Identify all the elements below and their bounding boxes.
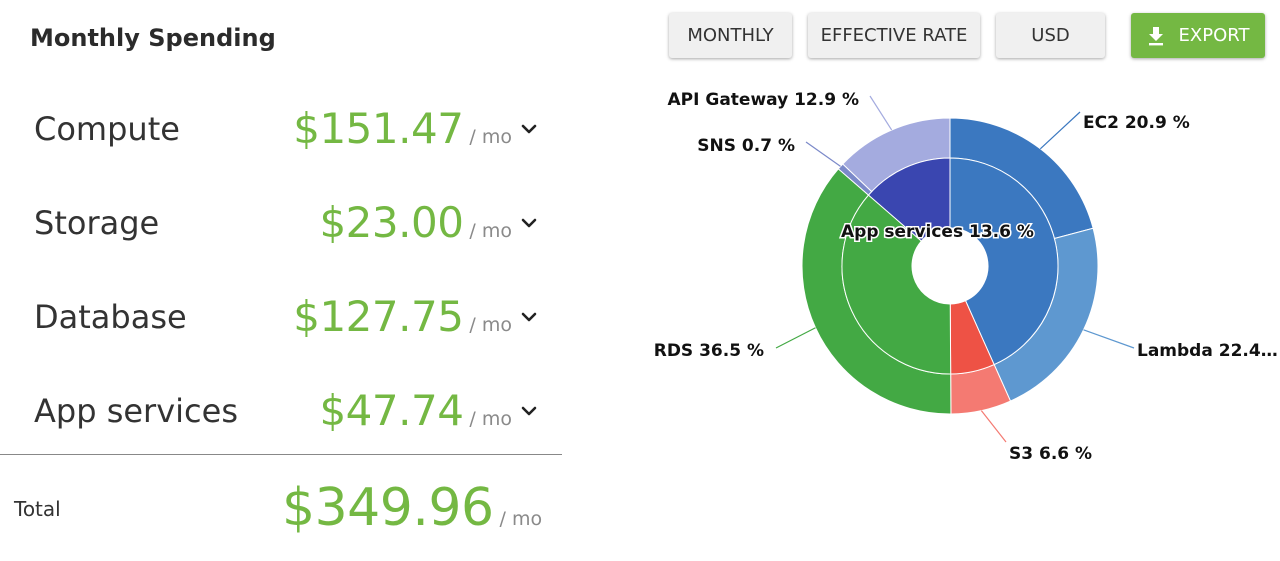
leader-line-sns [805, 141, 841, 167]
slice-compute[interactable] [949, 157, 1059, 366]
spending-row-compute[interactable]: Compute $151.47 / mo [0, 100, 562, 160]
inner-ring [841, 157, 1059, 375]
per-month-unit: / mo [499, 508, 543, 530]
spending-donut-chart: EC2 20.9 % Lambda 22.4… S3 6.6 % RDS 36.5 %… [654, 90, 1278, 464]
slice-labels: EC2 20.9 % Lambda 22.4… S3 6.6 % RDS 36.5 %… [654, 90, 1278, 464]
divider [0, 454, 562, 455]
currency-button[interactable]: USD [996, 13, 1105, 58]
label-rds: RDS 36.5 % [654, 341, 764, 361]
total-amount: $349.96 [282, 478, 494, 538]
chevron-down-icon[interactable] [518, 212, 540, 234]
panel-title: Monthly Spending [30, 24, 276, 52]
slice-app-services[interactable] [867, 157, 951, 242]
spending-panel: Monthly Spending Compute $151.47 / mo St… [0, 0, 562, 561]
per-month-unit: / mo [469, 126, 512, 148]
label-app-services: App services 13.6 % [841, 222, 1034, 242]
row-amount: $23.00 [319, 198, 464, 247]
row-amount: $127.75 [293, 292, 464, 341]
per-month-unit: / mo [469, 408, 512, 430]
row-label: Database [34, 298, 187, 336]
export-button[interactable]: EXPORT [1131, 13, 1265, 58]
monthly-button[interactable]: MONTHLY [669, 13, 792, 58]
export-label: EXPORT [1178, 25, 1250, 46]
chevron-down-icon[interactable] [518, 400, 540, 422]
leader-line-rds [775, 327, 816, 349]
total-label: Total [14, 497, 61, 521]
row-amount: $47.74 [319, 386, 464, 435]
label-sns: SNS 0.7 % [697, 136, 795, 156]
row-amount: $151.47 [293, 104, 464, 153]
spending-row-database[interactable]: Database $127.75 / mo [0, 288, 562, 348]
leader-line-lambda [1083, 329, 1135, 349]
row-label: App services [34, 392, 238, 430]
leader-line-ec2 [1039, 111, 1081, 150]
effective-rate-button[interactable]: EFFECTIVE RATE [808, 13, 980, 58]
row-label: Compute [34, 110, 180, 148]
leader-line-s3 [980, 410, 1007, 443]
total-amount-group: $349.96 / mo [282, 478, 542, 538]
per-month-unit: / mo [469, 314, 512, 336]
spending-row-app-services[interactable]: App services $47.74 / mo [0, 382, 562, 442]
chevron-down-icon[interactable] [518, 118, 540, 140]
download-icon [1148, 26, 1163, 45]
label-ec2: EC2 20.9 % [1083, 113, 1190, 133]
spending-row-storage[interactable]: Storage $23.00 / mo [0, 194, 562, 254]
label-lambda: Lambda 22.4… [1137, 341, 1278, 361]
leader-lines [775, 95, 1135, 443]
slice-database[interactable] [841, 194, 952, 375]
per-month-unit: / mo [469, 220, 512, 242]
row-label: Storage [34, 204, 160, 242]
outer-ring [801, 117, 1099, 415]
label-s3: S3 6.6 % [1009, 444, 1092, 464]
leader-line-api-gateway [869, 95, 893, 131]
chevron-down-icon[interactable] [518, 306, 540, 328]
label-api-gateway: API Gateway 12.9 % [668, 90, 860, 110]
